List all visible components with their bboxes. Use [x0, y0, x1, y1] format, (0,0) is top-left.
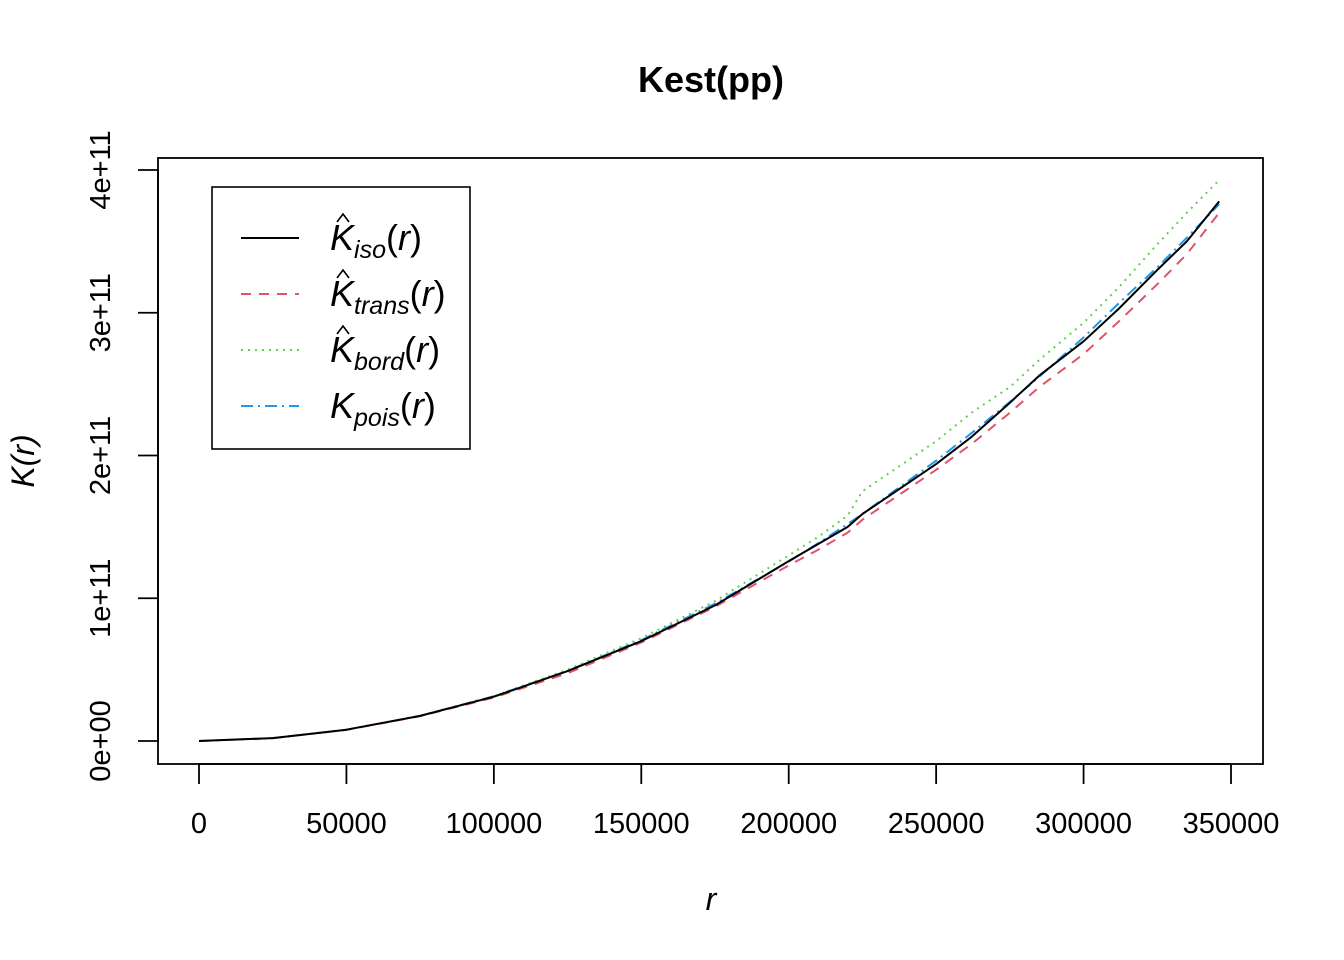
- x-axis-label: r: [706, 881, 718, 917]
- x-tick-label: 200000: [740, 808, 837, 840]
- legend-subscript: bord: [354, 348, 405, 376]
- y-tick-label: 4e+11: [85, 130, 117, 209]
- legend-box: [211, 186, 471, 450]
- x-tick-label: 300000: [1035, 808, 1132, 840]
- legend-argument: r: [422, 273, 436, 314]
- series-line-iso: [198, 200, 1220, 742]
- series-line-trans: [198, 212, 1220, 742]
- legend-symbol: K: [330, 329, 356, 370]
- legend-subscript: iso: [354, 236, 386, 264]
- series-layer: [198, 179, 1220, 742]
- legend-label-iso: Kiso(r): [330, 217, 422, 264]
- y-tick-label: 1e+11: [85, 559, 117, 638]
- y-axis-label: K(r): [5, 434, 41, 487]
- x-tick-label: 50000: [306, 808, 387, 840]
- legend-argument: r: [416, 329, 430, 370]
- legend-subscript: pois: [353, 404, 400, 432]
- hat-accent-icon: [336, 268, 350, 279]
- legend-argument: r: [412, 385, 426, 426]
- x-tick-label: 250000: [888, 808, 985, 840]
- y-axis: 0e+00 1e+11 2e+11 3e+11 4e+11: [85, 130, 159, 782]
- hat-accent-icon: [336, 212, 350, 223]
- legend-argument: r: [398, 217, 412, 258]
- legend-symbol: K: [330, 385, 356, 426]
- legend-symbol: K: [330, 273, 356, 314]
- y-tick-label: 0e+00: [85, 700, 117, 781]
- x-axis: 0 50000 100000 150000 200000 250000 300000 3500…: [191, 763, 1280, 840]
- chart-title: Kest(pp): [638, 59, 784, 100]
- x-tick-label: 100000: [445, 808, 542, 840]
- legend-label-bord: Kbord(r): [330, 329, 440, 376]
- x-tick-label: 350000: [1183, 808, 1280, 840]
- hat-accent-icon: [336, 324, 350, 335]
- y-tick-label: 2e+11: [85, 416, 117, 495]
- x-tick-label: 150000: [593, 808, 690, 840]
- legend-symbol: K: [330, 217, 356, 258]
- legend-label-pois: Kpois(r): [330, 385, 436, 432]
- legend-subscript: trans: [354, 292, 410, 320]
- legend-label-trans: Ktrans(r): [330, 273, 446, 320]
- legend: Kiso(r) Ktrans(r) Kbord(r) Kpois(r): [211, 186, 471, 450]
- x-tick-label: 0: [191, 808, 207, 840]
- y-tick-label: 3e+11: [85, 273, 117, 352]
